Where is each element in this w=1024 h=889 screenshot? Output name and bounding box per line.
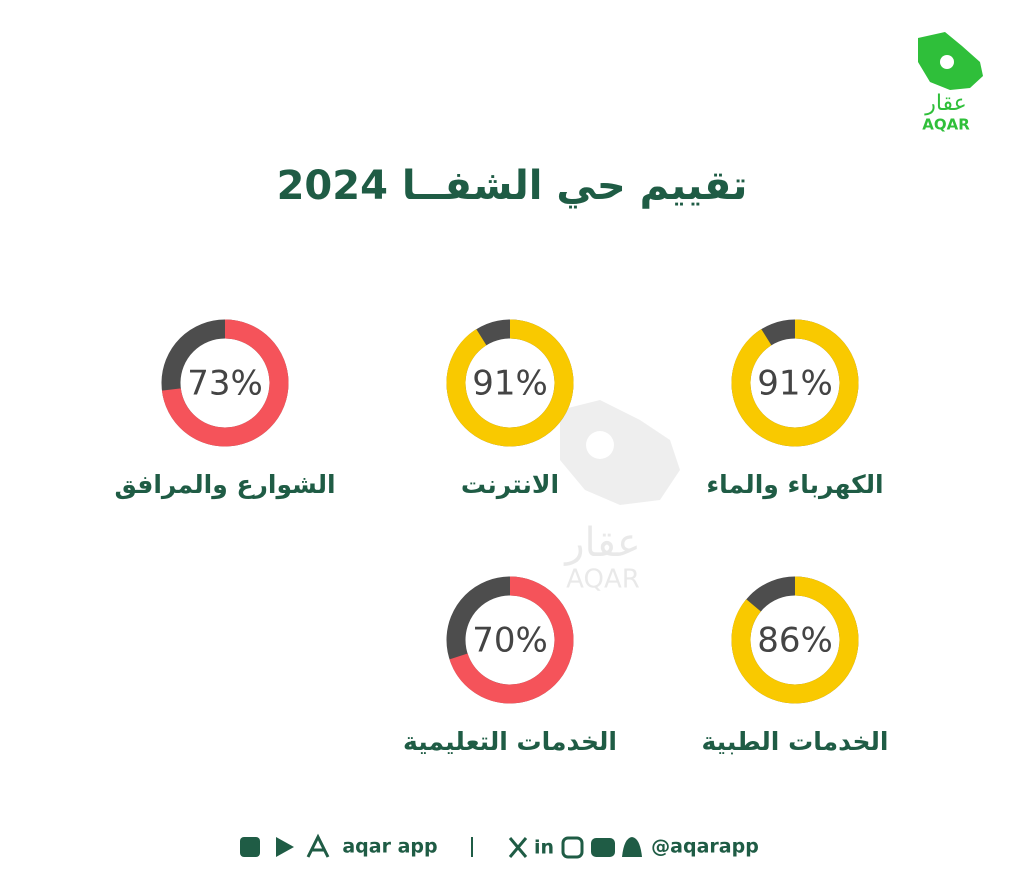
ring-percent: 73%: [187, 364, 263, 404]
ring-value: [446, 576, 574, 704]
watermark-latin: AQAR: [566, 565, 640, 595]
app-name: aqar app: [342, 836, 437, 858]
ring-value: [731, 319, 859, 447]
handle: @aqarapp: [651, 836, 759, 858]
snapchat-icon: [622, 837, 642, 857]
rating-label: الخدمات التعليمية: [403, 727, 617, 756]
ratings: 91% الكهرباء والماء 91% الانترنت 73% الشوارع …: [114, 319, 889, 756]
instagram-icon: [561, 836, 584, 859]
store-icon: [240, 837, 260, 857]
ring-percent: 70%: [472, 621, 548, 661]
watermark-arabic: عقار: [563, 520, 641, 566]
watermark: عقار AQAR: [560, 400, 680, 595]
ring-percent: 91%: [472, 364, 548, 404]
logo-arabic: عقار: [924, 91, 967, 116]
ring-percent: 91%: [757, 364, 833, 404]
linkedin-icon: in: [534, 837, 554, 859]
rating-label: الشوارع والمرافق: [114, 470, 335, 500]
x-icon: [508, 837, 528, 858]
appstore-icon: [306, 833, 330, 858]
ring-value: [446, 319, 574, 447]
logo-latin: AQAR: [922, 116, 970, 134]
play-icon: [276, 837, 294, 857]
rating-label: الخدمات الطبية: [702, 727, 889, 756]
youtube-icon: [591, 838, 615, 857]
footer: aqar app in @aqarapp: [240, 833, 759, 859]
logo-pin: [940, 55, 954, 69]
title: تقييم حي الشفــا 2024: [277, 163, 748, 209]
rating-label: الانترنت: [461, 470, 559, 500]
logo: عقار AQAR: [918, 32, 983, 134]
ring-percent: 86%: [757, 621, 833, 661]
rating-label: الكهرباء والماء: [706, 470, 883, 500]
ring-value: [161, 319, 289, 447]
ring-value: [731, 576, 859, 704]
